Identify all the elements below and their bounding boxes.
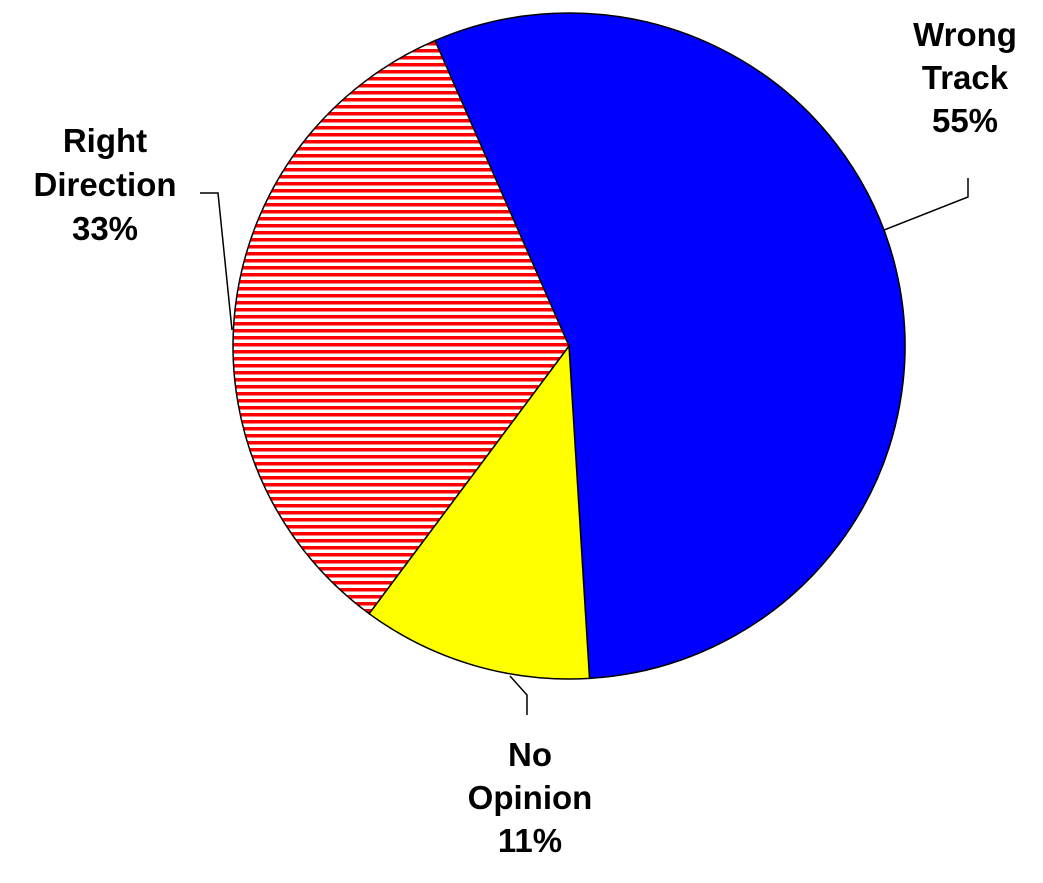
slice-label-line: Right — [63, 122, 147, 159]
slice-label-2: Right Direction 33% — [33, 122, 176, 247]
slice-label-1: No Opinion 11% — [468, 736, 593, 859]
pie-slice-1 — [368, 343, 591, 680]
slice-label-line: No — [508, 736, 552, 773]
slice-label-line: Track — [922, 59, 1009, 96]
slice-label-line: Wrong — [913, 16, 1017, 53]
pie-slice-2 — [232, 39, 570, 615]
slice-label-line: Opinion — [468, 779, 593, 816]
leader-line-0 — [883, 178, 969, 231]
leader-line-2 — [200, 192, 233, 331]
slice-label-0: Wrong Track 55% — [913, 16, 1017, 139]
pie-slice-0 — [434, 12, 906, 680]
slice-value-label: 11% — [498, 822, 562, 859]
slice-value-label: 33% — [72, 210, 138, 247]
slice-label-line: Direction — [33, 166, 176, 203]
slice-value-label: 55% — [932, 102, 998, 139]
leader-line-1 — [509, 675, 528, 715]
